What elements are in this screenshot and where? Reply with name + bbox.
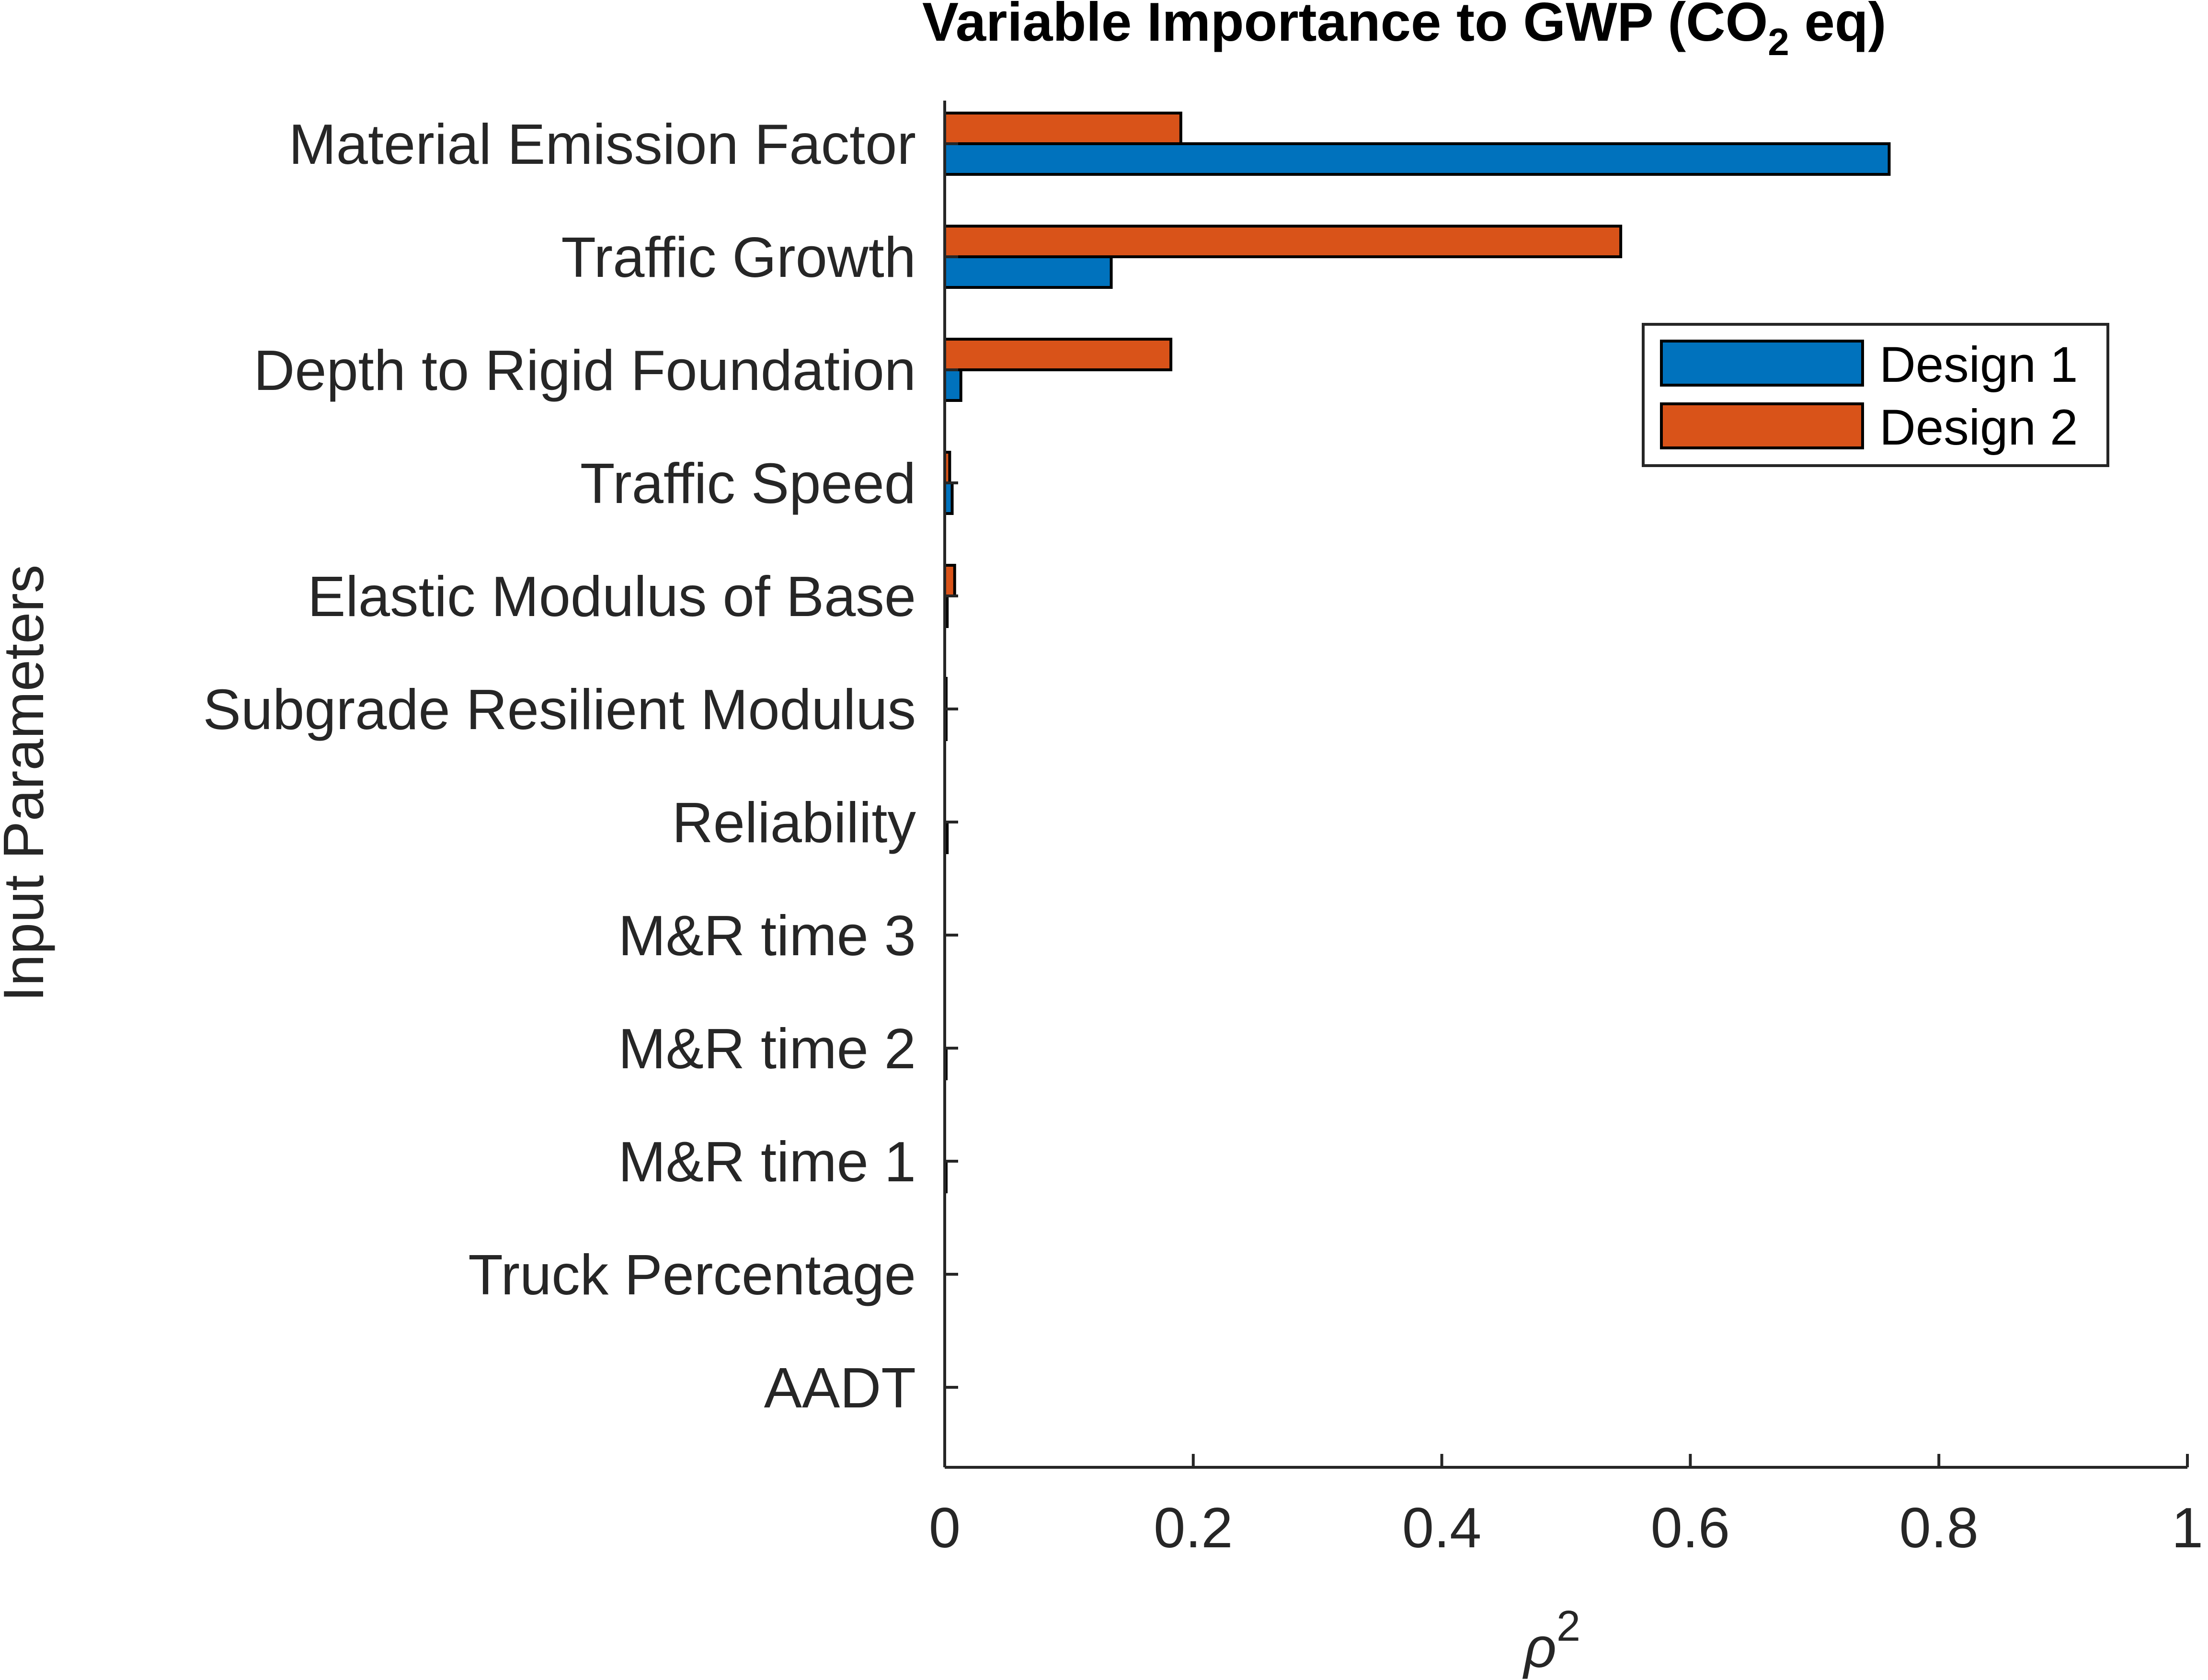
- category-label-material-emission-factor: Material Emission Factor: [289, 113, 916, 176]
- category-label-elastic-modulus-of-base: Elastic Modulus of Base: [308, 565, 916, 629]
- category-label-mandr-time-3: M&R time 3: [618, 904, 916, 968]
- category-label-truck-percentage: Truck Percentage: [468, 1243, 916, 1307]
- chart-title: Variable Importance to GWP (CO2 eq): [922, 0, 1886, 63]
- bar-design-1-depth-to-rigid-foundation: [945, 370, 961, 400]
- x-tick-label-4: 0.8: [1899, 1496, 1978, 1560]
- legend-label-design-2: Design 2: [1879, 400, 2078, 456]
- bar-design-1-traffic-growth: [945, 257, 1111, 287]
- category-labels-group: Material Emission Factor Traffic Growth De…: [203, 113, 958, 1420]
- legend-label-design-1: Design 1: [1879, 337, 2078, 393]
- x-ticks-group: 0 0.2 0.4 0.6 0.8 1: [929, 1454, 2203, 1560]
- bar-design-2-traffic-growth: [945, 226, 1621, 257]
- category-label-aadt: AADT: [764, 1356, 916, 1420]
- x-axis-label-superscript: 2: [1556, 1602, 1580, 1650]
- x-tick-label-0: 0: [929, 1496, 961, 1560]
- x-axis-label: ρ2: [1522, 1602, 1580, 1680]
- chart-title-subscript: 2: [1768, 21, 1789, 63]
- x-tick-label-1: 0.2: [1154, 1496, 1233, 1560]
- x-tick-label-2: 0.4: [1402, 1496, 1481, 1560]
- legend-swatch-design-1: [1661, 341, 1863, 385]
- chart-title-main: Variable Importance to GWP (CO: [922, 0, 1768, 53]
- x-axis-label-symbol: ρ: [1522, 1616, 1556, 1680]
- bar-design-2-elastic-modulus-of-base: [945, 565, 955, 596]
- category-label-mandr-time-2: M&R time 2: [618, 1017, 916, 1081]
- y-axis-label: Input Parameters: [0, 565, 56, 1002]
- category-label-subgrade-resilient-modulus: Subgrade Resilient Modulus: [203, 678, 916, 742]
- category-label-traffic-speed: Traffic Speed: [580, 452, 916, 515]
- category-label-mandr-time-1: M&R time 1: [618, 1130, 916, 1194]
- bar-design-1-material-emission-factor: [945, 144, 1889, 174]
- category-label-reliability: Reliability: [672, 791, 916, 855]
- chart-title-end: eq): [1789, 0, 1887, 53]
- category-label-depth-to-rigid-foundation: Depth to Rigid Foundation: [253, 339, 916, 402]
- bars-group: [945, 113, 1889, 1192]
- bar-design-2-material-emission-factor: [945, 113, 1181, 144]
- legend-swatch-design-2: [1661, 404, 1863, 448]
- x-tick-label-5: 1: [2172, 1496, 2203, 1560]
- bar-design-2-depth-to-rigid-foundation: [945, 339, 1171, 370]
- category-label-traffic-growth: Traffic Growth: [561, 226, 916, 289]
- x-tick-label-3: 0.6: [1651, 1496, 1730, 1560]
- legend: Design 1 Design 2: [1643, 324, 2108, 466]
